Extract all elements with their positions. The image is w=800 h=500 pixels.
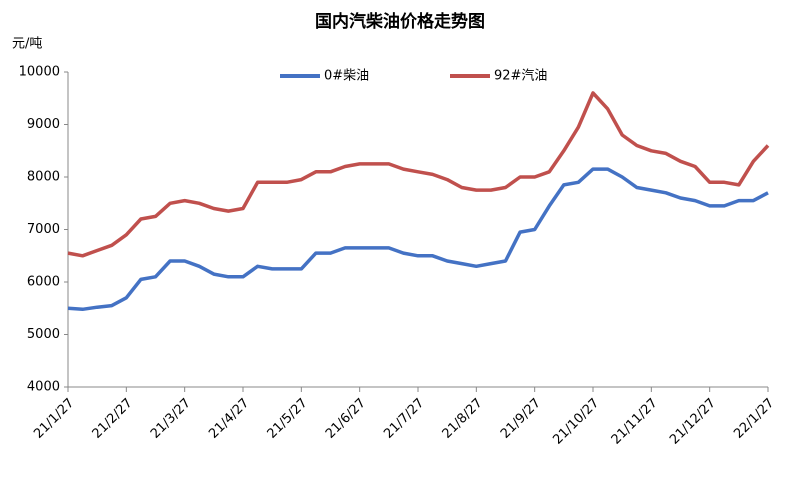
x-tick-label: 21/11/27	[609, 396, 661, 448]
x-tick-label: 21/2/27	[90, 396, 136, 442]
y-tick-label: 7000	[27, 222, 60, 237]
x-tick-label: 21/8/27	[440, 396, 486, 442]
chart-title: 国内汽柴油价格走势图	[315, 11, 485, 32]
x-tick-label: 21/6/27	[323, 396, 369, 442]
y-tick-label: 5000	[27, 327, 60, 342]
x-tick-label: 21/5/27	[265, 396, 311, 442]
line-series	[67, 91, 770, 258]
y-tick-label: 6000	[27, 275, 60, 290]
x-tick-label: 21/12/27	[667, 396, 719, 448]
y-tick-label: 4000	[27, 380, 60, 395]
y-tick-label: 8000	[27, 170, 60, 185]
line-series	[67, 167, 769, 312]
y-tick-label: 10000	[19, 65, 60, 80]
y-tick-label: 9000	[27, 117, 60, 132]
x-tick-label: 21/1/27	[31, 396, 77, 442]
x-tick-label: 21/4/27	[206, 396, 252, 442]
legend-label: 0#柴油	[324, 69, 369, 84]
x-tick-label: 21/10/27	[550, 396, 602, 448]
x-tick-label: 22/1/27	[731, 396, 777, 442]
legend-label: 92#汽油	[494, 69, 547, 84]
x-tick-label: 21/9/27	[498, 396, 544, 442]
y-axis-label: 元/吨	[12, 37, 42, 52]
x-tick-label: 21/3/27	[148, 396, 194, 442]
x-tick-label: 21/7/27	[381, 396, 427, 442]
